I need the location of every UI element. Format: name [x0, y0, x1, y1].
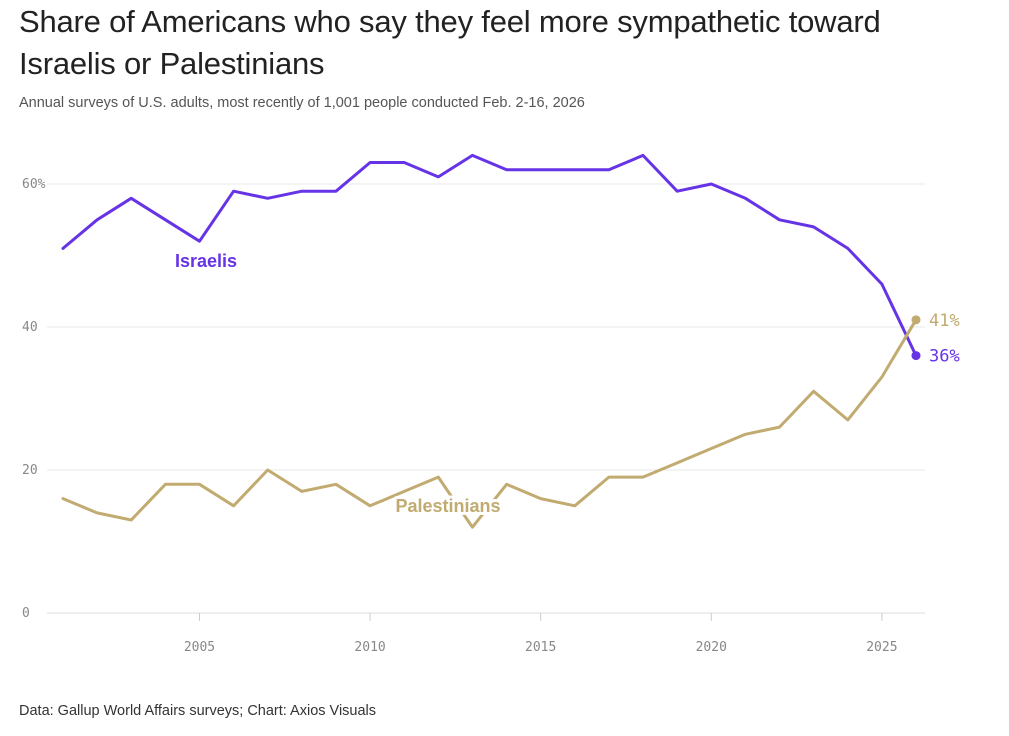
y-tick-label: 60% — [22, 177, 46, 192]
series-line-israelis — [61, 153, 918, 358]
y-tick-label: 0 — [22, 606, 30, 621]
series-name-halo-palestinians: Palestinians — [395, 496, 500, 516]
end-value-label-israelis: 36% — [929, 347, 960, 367]
x-tick-label: 2005 — [184, 640, 215, 655]
series-lines — [61, 153, 921, 529]
source-note: Data: Gallup World Affairs surveys; Char… — [19, 703, 377, 719]
y-tick-label: 40 — [22, 320, 38, 335]
series-line-palestinians — [61, 318, 918, 529]
chart-subtitle: Annual surveys of U.S. adults, most rece… — [19, 95, 585, 111]
x-tick-label: 2025 — [866, 640, 897, 655]
end-point-palestinians — [911, 315, 921, 325]
gridlines — [47, 183, 925, 614]
x-tick-label: 2015 — [525, 640, 556, 655]
y-tick-label: 20 — [22, 463, 38, 478]
y-axis-ticks: 0 20 40 60% — [22, 177, 46, 621]
end-value-label-palestinians: 41% — [929, 311, 960, 331]
chart-title: Share of Americans who say they feel mor… — [19, 4, 881, 81]
series-name-label-palestinians: Palestinians — [395, 496, 500, 516]
x-tick-label: 2010 — [354, 640, 385, 655]
series-name-label-israelis: Israelis — [175, 251, 237, 271]
x-axis-ticks: 2005 2010 2015 2020 2025 — [184, 613, 898, 655]
x-tick-label: 2020 — [696, 640, 727, 655]
end-point-israelis — [911, 351, 921, 361]
line-chart: 0 20 40 60% 2005 2010 2015 2020 2025 36% 41% Isra… — [22, 153, 960, 655]
